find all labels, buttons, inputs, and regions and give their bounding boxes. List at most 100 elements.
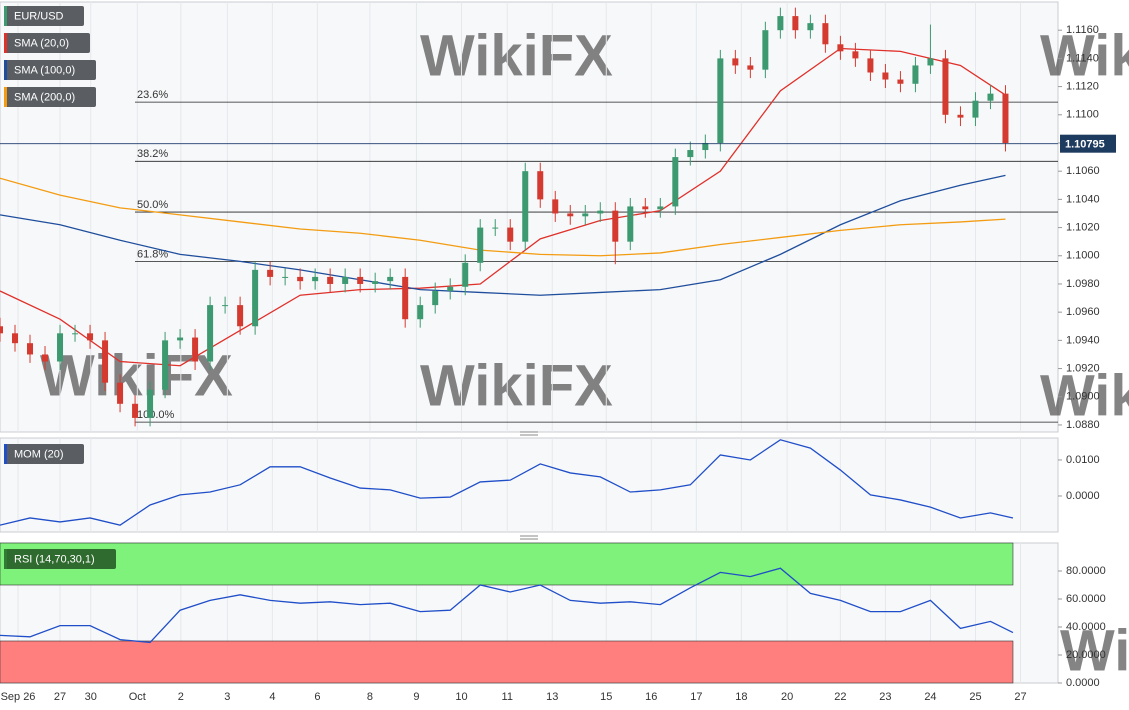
candle-body [237,305,244,327]
watermark: WikiFX [1040,23,1129,88]
indicator-line [0,439,1014,526]
candle-body [177,337,184,341]
watermark: WikiFX [1040,363,1129,428]
candle-body [642,206,649,210]
x-tick-label: 11 [502,691,513,703]
candle-body [147,389,154,418]
oversold-zone [0,640,1014,684]
x-tick-label: 30 [85,691,97,703]
watermark: WikiFX [40,343,233,408]
candle-body [12,333,19,344]
candle-body [792,16,799,31]
fib-label: 61.8% [137,248,168,260]
candle-body [777,16,784,31]
candle-body [387,276,394,282]
candle-body [282,276,289,278]
candle-body [822,23,829,45]
legend-swatch [4,6,7,26]
candle-body [102,340,109,383]
candle-body [0,326,3,334]
x-tick-label: 9 [413,691,419,703]
legend-label: MOM (20) [14,448,64,460]
legend-label: SMA (20,0) [14,37,69,49]
legend-entry: SMA (20,0) [4,33,90,53]
candle-body [837,44,844,52]
y-tick-label: 1.1020 [1066,221,1100,233]
y-tick-label: 1.1120 [1066,80,1099,92]
legend-swatch [4,60,7,80]
legend-box [4,444,84,464]
last-price-box [1060,134,1116,153]
candle-body [747,65,754,70]
candle-body [372,281,379,284]
legend-label: SMA (200,0) [14,91,75,103]
candle-body [432,291,439,306]
legend-label: EUR/USD [14,10,64,22]
x-tick-label: 4 [269,691,275,703]
x-tick-label: 20 [781,691,793,703]
y-tick-label: 1.0940 [1066,334,1100,346]
candle-body [882,72,889,80]
x-tick-label: Sep 26 [1,691,36,703]
candle-body [162,340,169,390]
candle-body [927,58,934,66]
last-price-label: 1.10795 [1065,139,1105,151]
x-tick-label: 3 [224,691,230,703]
candle-body [72,333,79,335]
candle-body [657,206,664,210]
candle-body [447,286,454,292]
candle-body [957,114,964,118]
candle-body [552,199,559,214]
candle-body [897,79,904,84]
y-tick-label: 1.0880 [1066,419,1100,431]
candle-body [672,157,679,207]
fib-label: 23.6% [137,89,168,101]
candle-body [327,276,334,284]
fib-label: 50.0% [137,199,168,211]
x-tick-label: 25 [969,691,981,703]
legend-swatch [4,33,7,53]
candle-body [702,142,709,151]
legend-entry: SMA (100,0) [4,60,96,80]
legend-box [4,60,96,80]
candle-body [312,276,319,282]
x-tick-label: 17 [690,691,702,703]
x-tick-label: 8 [367,691,373,703]
candle-body [57,333,64,362]
candle-body [117,382,124,404]
candle-body [87,333,94,341]
candle-body [942,58,949,115]
x-tick-label: 13 [546,691,558,703]
candle-body [507,227,514,242]
x-tick-label: 18 [735,691,747,703]
y-tick-label: 0.0000 [1066,490,1100,502]
x-tick-label: 15 [600,691,612,703]
legend-entry: RSI (14,70,30,1) [4,549,116,569]
y-tick-label: 1.1060 [1066,165,1100,177]
legend-entry: EUR/USD [4,6,84,26]
legend-label: RSI (14,70,30,1) [14,553,95,565]
candle-body [567,213,574,217]
legend-box [4,87,96,107]
y-tick-label: 80.0000 [1066,565,1106,577]
legend-box [4,33,90,53]
y-tick-label: 1.0960 [1066,306,1100,318]
y-tick-label: 1.1140 [1066,52,1099,64]
mom-panel [0,437,1059,533]
y-tick-label: 1.1040 [1066,193,1100,205]
candle-body [402,276,409,320]
y-tick-label: 0.0000 [1066,677,1100,689]
y-tick-label: 60.0000 [1066,593,1106,605]
candle-body [492,227,499,229]
x-tick-label: 22 [834,691,846,703]
candle-body [132,403,139,418]
candle-body [912,65,919,84]
overbought-zone [0,542,1014,586]
watermark: WikiFX [1060,618,1129,683]
candle-body [717,58,724,143]
legend-entry: MOM (20) [4,444,84,464]
y-tick-label: 1.1160 [1066,24,1099,36]
y-tick-label: 40.0000 [1066,621,1106,633]
candle-body [207,305,214,362]
